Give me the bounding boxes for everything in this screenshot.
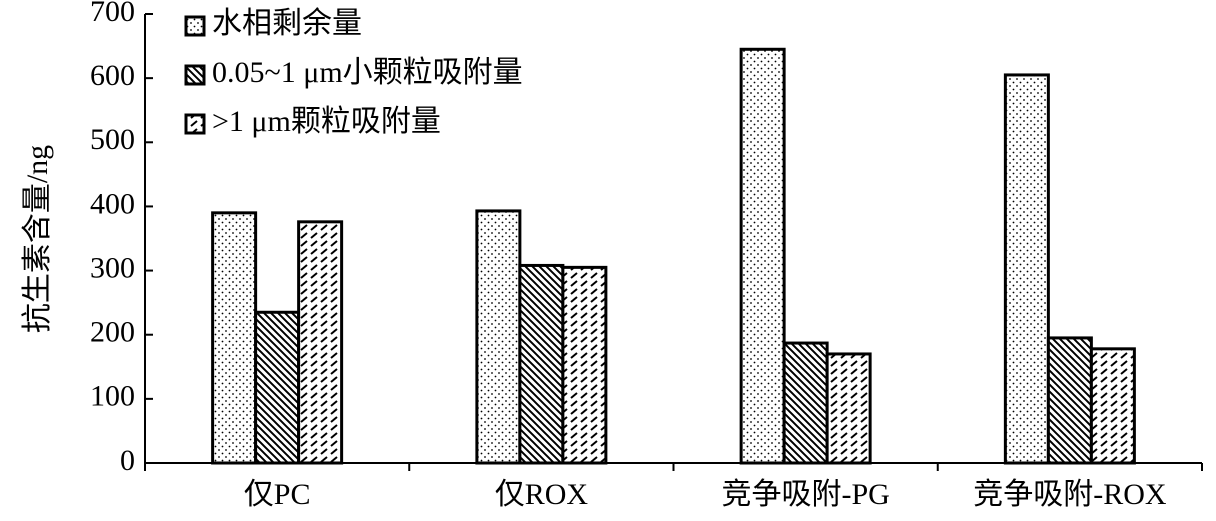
x-tick-label: 仅PC [244,478,311,511]
x-tick-label: 竞争吸附-PG [721,478,889,511]
legend-label: 0.05~1 μm小颗粒吸附量 [212,56,523,89]
bar [297,220,344,465]
bar [518,263,565,465]
legend-swatch [184,64,206,86]
y-axis-label: 抗生素含量/ng [21,145,54,333]
legend-swatch [184,15,206,37]
y-tick-label: 700 [90,0,135,28]
bar [211,211,258,465]
bar [561,265,608,465]
bar [825,352,872,465]
y-tick-label: 500 [90,123,135,156]
bar [1046,336,1093,465]
y-tick-label: 0 [120,444,135,477]
y-tick-label: 100 [90,380,135,413]
x-tick-label: 仅ROX [495,478,589,511]
bar [475,209,522,465]
y-tick-label: 200 [90,316,135,349]
x-tick-label: 竞争吸附-ROX [973,478,1167,511]
bar [782,341,829,465]
y-tick-label: 300 [90,251,135,284]
bar [1003,73,1050,465]
y-tick-label: 400 [90,187,135,220]
legend-label: 水相剩余量 [212,7,362,40]
legend-swatch [184,113,206,135]
bar [739,47,786,465]
bar [1089,347,1136,465]
y-tick-label: 600 [90,59,135,92]
legend-label: >1 μm颗粒吸附量 [212,105,441,138]
bar [254,310,301,465]
